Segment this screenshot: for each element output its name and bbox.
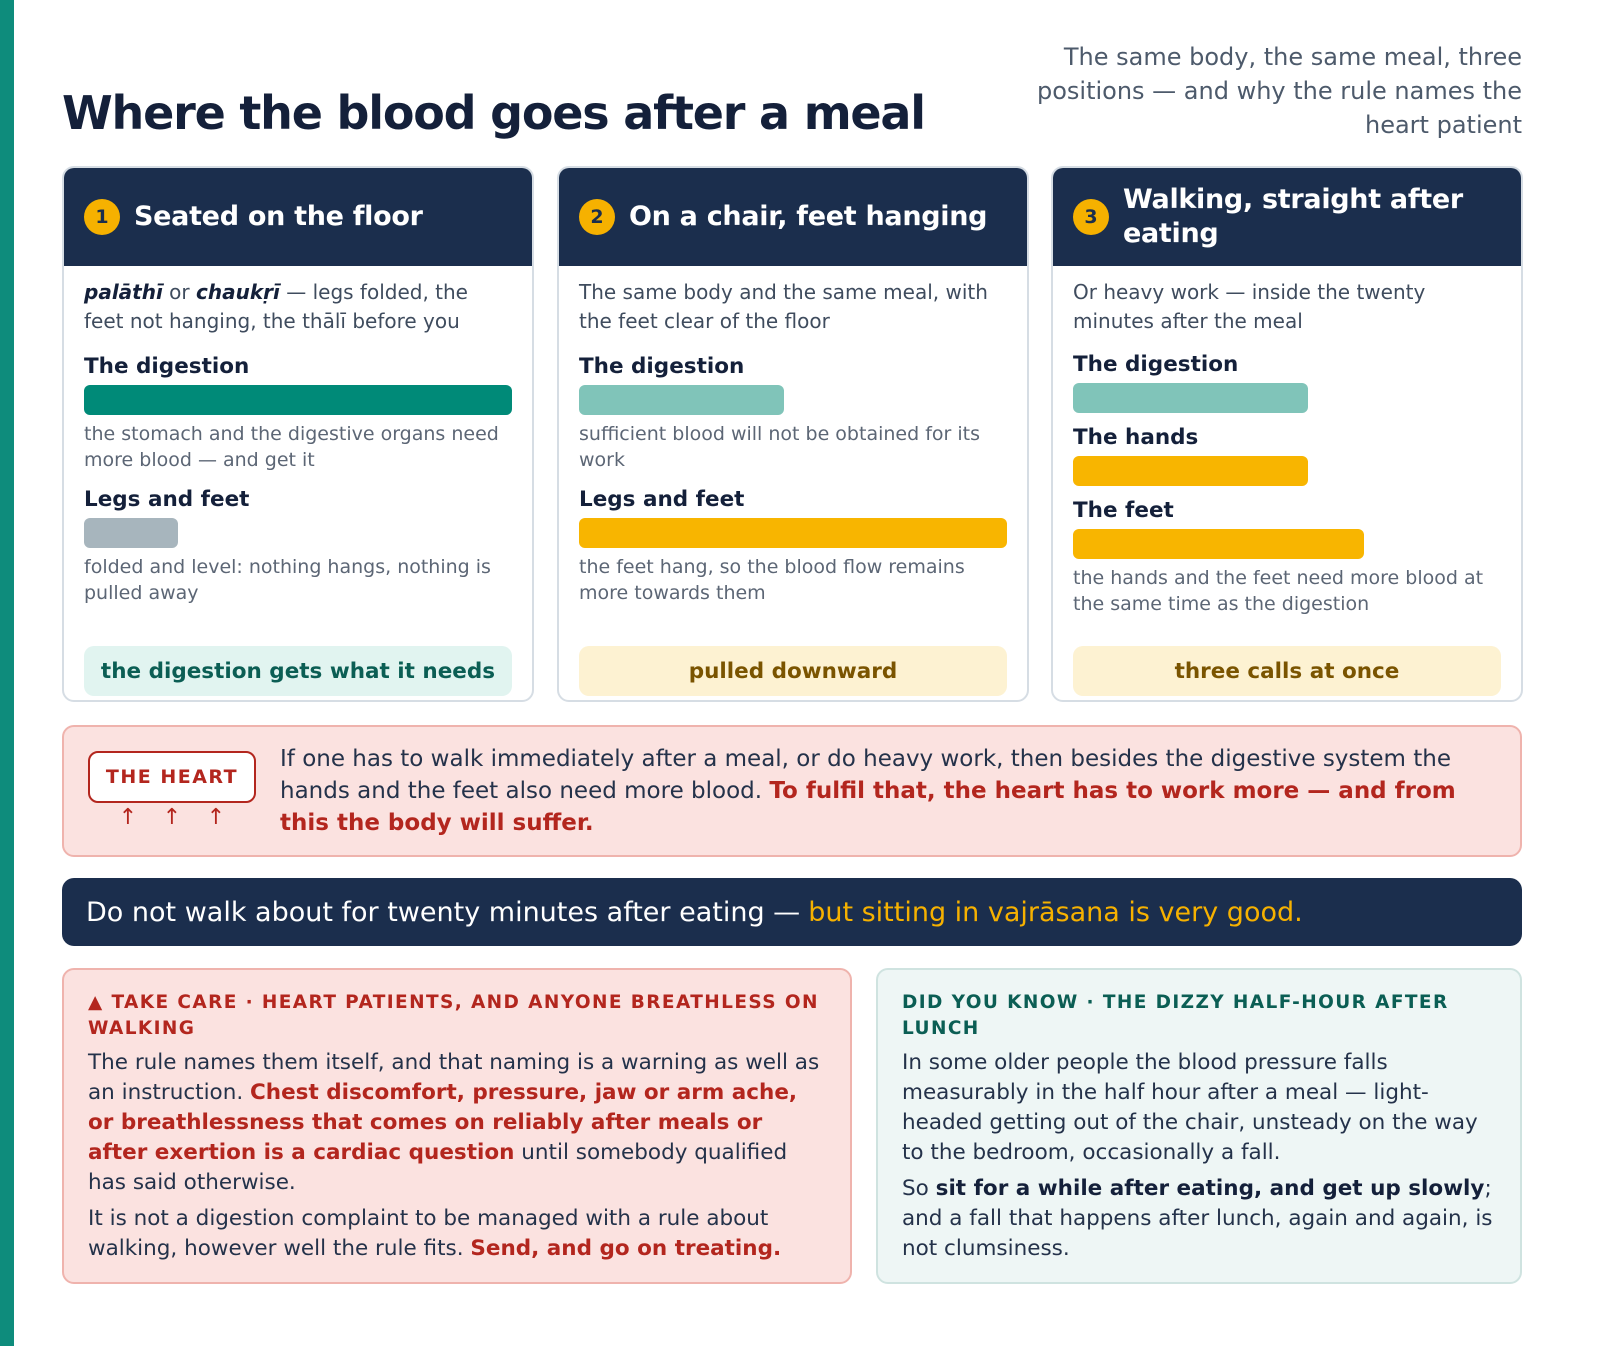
- bar-label-legs: Legs and feet: [84, 487, 250, 512]
- verdict-pill: the digestion gets what it needs: [84, 646, 512, 696]
- take-care-panel: ▲ TAKE CARE · HEART PATIENTS, AND ANYONE…: [62, 968, 852, 1284]
- card-header: 1 Seated on the floor: [64, 168, 532, 266]
- bar-label-digestion: The digestion: [579, 354, 745, 379]
- bar-label-hands: The hands: [1073, 425, 1199, 450]
- bar-label-legs: Legs and feet: [579, 487, 745, 512]
- arrow-up-icon: ↑: [118, 805, 138, 830]
- card-intro: Or heavy work — inside the twenty minute…: [1073, 280, 1426, 333]
- did-you-know-panel: DID YOU KNOW · THE DIZZY HALF-HOUR AFTER…: [876, 968, 1522, 1284]
- card-body: Or heavy work — inside the twenty minute…: [1053, 278, 1521, 700]
- step-number-badge: 2: [579, 199, 615, 235]
- card-body: palāthī or chaukṛī — legs folded, the fe…: [64, 278, 532, 700]
- bar-digestion: [84, 385, 512, 415]
- bar-note-hands-feet: the hands and the feet need more blood a…: [1073, 567, 1484, 615]
- card-title: Seated on the floor: [134, 201, 423, 232]
- heart-panel: THE HEART ↑ ↑ ↑ If one has to walk immed…: [62, 725, 1522, 857]
- card-header: 2 On a chair, feet hanging: [559, 168, 1027, 266]
- heart-arrows: ↑ ↑ ↑: [88, 805, 256, 830]
- bar-note-legs: folded and level: nothing hangs, nothing…: [84, 556, 491, 604]
- term-chaukri: chaukṛī: [196, 280, 280, 304]
- bar-legs: [84, 518, 179, 548]
- bar-label-digestion: The digestion: [1073, 352, 1239, 377]
- heart-text: If one has to walk immediately after a m…: [280, 743, 1496, 839]
- bar-legs: [579, 518, 1007, 548]
- bar-note-digestion: the stomach and the digestive organs nee…: [84, 423, 499, 471]
- did-you-know-heading: DID YOU KNOW · THE DIZZY HALF-HOUR AFTER…: [902, 992, 1449, 1039]
- rule-text-highlight: but sitting in vajrāsana is very good.: [808, 896, 1303, 928]
- bar-hands: [1073, 456, 1309, 486]
- term-palathi: palāthī: [84, 280, 163, 304]
- card-body: The same body and the same meal, with th…: [559, 278, 1027, 700]
- warning-text: Send, and go on treating.: [470, 1236, 782, 1261]
- verdict-pill: three calls at once: [1073, 646, 1501, 696]
- did-you-know-paragraph-2: So sit for a while after eating, and get…: [902, 1174, 1496, 1264]
- rule-banner: Do not walk about for twenty minutes aft…: [62, 878, 1522, 946]
- card-header: 3 Walking, straight after eating: [1053, 168, 1521, 266]
- warning-text: Chest discomfort, pressure, jaw or arm a…: [88, 1080, 798, 1165]
- step-number-badge: 3: [1073, 199, 1109, 235]
- page-title: Where the blood goes after a meal: [62, 86, 926, 140]
- step-number-badge: 1: [84, 199, 120, 235]
- intro-or: or: [162, 280, 197, 304]
- rule-text: Do not walk about for twenty minutes aft…: [86, 896, 801, 928]
- card-intro: palāthī or chaukṛī — legs folded, the fe…: [84, 278, 512, 336]
- text: The rule names them itself, and that nam…: [88, 1050, 820, 1105]
- page-subtitle: The same body, the same meal, three posi…: [1036, 43, 1522, 139]
- card-title: Walking, straight after eating: [1123, 184, 1463, 249]
- heart-text-emphasis: To fulfil that, the heart has to work mo…: [280, 778, 1456, 836]
- accent-stripe: [0, 0, 14, 1346]
- card-intro: The same body and the same meal, with th…: [579, 280, 988, 333]
- position-card-chair: 2 On a chair, feet hanging The same body…: [557, 166, 1029, 702]
- intro-rest: — legs folded, the feet not hanging, the…: [84, 280, 468, 333]
- position-card-floor: 1 Seated on the floor palāthī or chaukṛī…: [62, 166, 534, 702]
- take-care-paragraph-2: It is not a digestion complaint to be ma…: [88, 1204, 826, 1264]
- take-care-heading: ▲ TAKE CARE · HEART PATIENTS, AND ANYONE…: [88, 992, 819, 1039]
- text: ; and a fall that happens after lunch, a…: [902, 1176, 1493, 1261]
- bar-note-legs: the feet hang, so the blood flow remains…: [579, 556, 965, 604]
- bar-digestion: [579, 385, 785, 415]
- heart-badge: THE HEART: [88, 751, 256, 803]
- did-you-know-paragraph-1: In some older people the blood pressure …: [902, 1050, 1478, 1165]
- card-title: On a chair, feet hanging: [629, 201, 988, 232]
- text: It is not a digestion complaint to be ma…: [88, 1206, 769, 1261]
- bar-label-feet: The feet: [1073, 498, 1174, 523]
- text: So: [902, 1176, 936, 1201]
- position-card-walking: 3 Walking, straight after eating Or heav…: [1051, 166, 1523, 702]
- take-care-paragraph-1: The rule names them itself, and that nam…: [88, 1048, 826, 1198]
- bar-note-digestion: sufficient blood will not be obtained fo…: [579, 423, 980, 471]
- bar-feet: [1073, 529, 1365, 559]
- emphasis-text: sit for a while after eating, and get up…: [935, 1176, 1485, 1201]
- bar-digestion: [1073, 383, 1309, 413]
- text: until somebody qualified has said otherw…: [88, 1140, 788, 1195]
- verdict-pill: pulled downward: [579, 646, 1007, 696]
- bar-label-digestion: The digestion: [84, 354, 250, 379]
- arrow-up-icon: ↑: [162, 805, 182, 830]
- heart-text-plain: If one has to walk immediately after a m…: [280, 746, 1452, 804]
- arrow-up-icon: ↑: [206, 805, 226, 830]
